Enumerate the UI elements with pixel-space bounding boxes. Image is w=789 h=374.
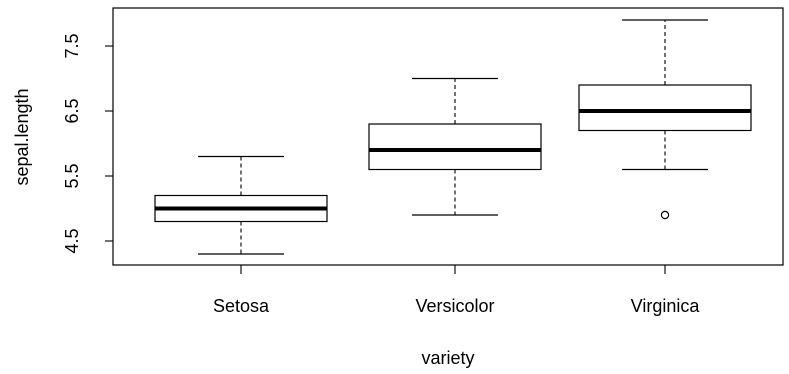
x-tick-label-setosa: Setosa [213,296,270,316]
x-axis: Setosa Versicolor Virginica [213,265,700,316]
box-virginica [578,19,752,220]
plot-frame [112,7,784,266]
y-tick-label-1: 5.5 [62,163,82,188]
box-versicolor [368,77,542,216]
y-tick-label-2: 6.5 [62,98,82,123]
marks-group [154,19,752,255]
y-axis-label: sepal.length [12,88,32,185]
x-tick-label-versicolor: Versicolor [415,296,494,316]
box-setosa [154,155,328,255]
box-iqr-versicolor [368,123,542,171]
outlier-point-virginica-0 [660,210,670,220]
x-axis-label: variety [421,348,474,368]
y-axis: 4.5 5.5 6.5 7.5 [62,33,113,254]
y-tick-label-3: 7.5 [62,33,82,58]
box-iqr-virginica [578,84,752,132]
y-tick-label-0: 4.5 [62,228,82,253]
x-tick-label-virginica: Virginica [631,296,701,316]
